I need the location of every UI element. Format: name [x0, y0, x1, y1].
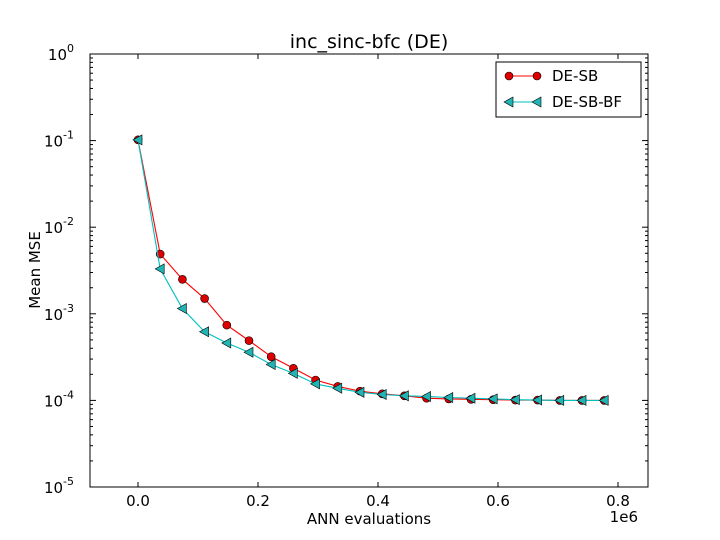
data-point — [178, 275, 187, 284]
data-point — [221, 337, 232, 349]
y-tick-label: 10-3 — [44, 302, 74, 324]
plot-area: 0.0 0.2 0.4 0.6 0.8 10-5 10-4 10-3 10-2 10-1 100 DE… — [44, 42, 649, 510]
legend: DE-SB DE-SB-BF — [495, 61, 642, 118]
y-tick-label: 10-4 — [44, 388, 74, 410]
series-de-sb-bf — [132, 134, 609, 406]
y-tick-label: 10-1 — [44, 129, 74, 151]
data-point — [376, 388, 387, 401]
data-point — [222, 320, 232, 330]
x-tick-label: 0.8 — [606, 492, 630, 510]
data-point — [243, 346, 254, 358]
x-tick-label: 0.6 — [486, 492, 510, 510]
data-point — [420, 390, 431, 402]
x-axis-offset-label: 1e6 — [610, 508, 638, 526]
chart-title: inc_sinc-bfc (DE) — [290, 31, 449, 53]
data-point — [487, 393, 498, 405]
x-tick-label: 0.4 — [366, 492, 390, 510]
data-point — [443, 391, 454, 404]
data-point — [176, 303, 187, 315]
data-point — [554, 394, 565, 406]
legend-marker — [504, 71, 514, 81]
x-tick-label: 0.2 — [246, 492, 270, 510]
data-point — [509, 394, 520, 406]
axes-frame — [89, 53, 649, 488]
data-point — [309, 378, 320, 390]
data-point — [598, 394, 609, 406]
legend-box — [495, 61, 642, 118]
data-point — [154, 263, 165, 275]
data-point — [531, 394, 542, 406]
legend-label: DE-SB — [552, 67, 598, 85]
data-point — [200, 294, 209, 303]
data-point — [198, 326, 209, 338]
data-point — [576, 394, 587, 406]
series-line — [137, 139, 605, 401]
data-point — [265, 358, 276, 370]
data-point — [287, 367, 298, 379]
legend-label: DE-SB-BF — [552, 93, 622, 111]
data-point — [266, 352, 276, 361]
x-tick-label: 0.0 — [126, 492, 150, 510]
y-axis-label: Mean MSE — [26, 231, 44, 309]
data-point — [354, 386, 365, 398]
data-point — [465, 392, 476, 404]
legend-marker — [531, 96, 542, 108]
data-point — [332, 382, 343, 394]
x-axis-label: ANN evaluations — [307, 510, 431, 528]
legend-marker — [503, 96, 514, 108]
y-tick-label: 100 — [48, 42, 74, 64]
y-tick-label: 10-2 — [44, 215, 74, 237]
legend-marker — [532, 71, 542, 81]
data-point — [132, 134, 143, 146]
data-point — [244, 336, 254, 345]
y-tick-label: 10-5 — [44, 475, 74, 497]
data-point — [398, 390, 409, 402]
